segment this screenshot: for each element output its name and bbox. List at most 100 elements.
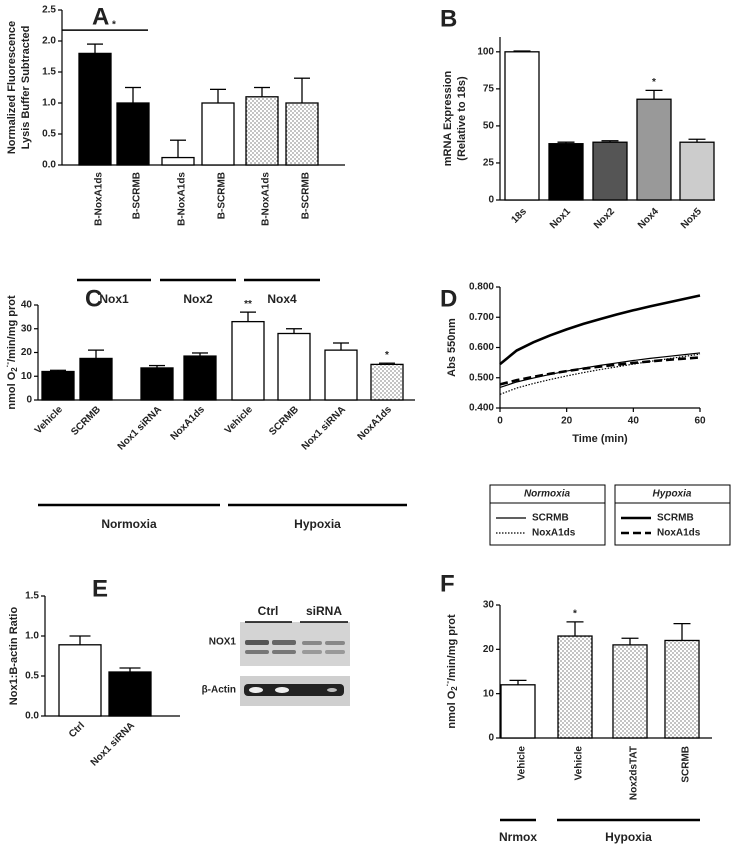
y-tick-label: 0.0 bbox=[25, 711, 39, 722]
y-tick-label: 0 bbox=[488, 733, 494, 744]
x-tick-label: Nox2dsTAT bbox=[629, 746, 640, 800]
y-axis-label-part: /min/mg prot bbox=[446, 614, 458, 681]
x-tick-label: 20 bbox=[561, 416, 573, 427]
bar bbox=[664, 639, 700, 739]
y-tick-label: 25 bbox=[483, 158, 495, 169]
bar bbox=[557, 635, 593, 739]
x-tick-label: 60 bbox=[694, 416, 706, 427]
group-label: Nox4 bbox=[267, 292, 297, 306]
bar bbox=[612, 644, 648, 739]
bar bbox=[500, 684, 536, 739]
annotation: * bbox=[573, 608, 577, 619]
group-label: Hypoxia bbox=[605, 830, 652, 844]
data-line bbox=[499, 356, 701, 386]
band-label: β-Actin bbox=[202, 685, 236, 696]
y-tick-label: 0 bbox=[26, 395, 32, 406]
panel-letter: C bbox=[85, 285, 102, 312]
bar bbox=[78, 52, 112, 166]
y-tick-label: 50 bbox=[483, 121, 495, 132]
data-line bbox=[499, 294, 701, 366]
bar bbox=[504, 51, 540, 201]
lane-label: Ctrl bbox=[258, 604, 279, 618]
y-axis-label-part: nmol O bbox=[6, 371, 18, 409]
y-axis-label-part: /min/mg prot bbox=[6, 295, 18, 362]
x-tick-label: NoxA1ds bbox=[356, 404, 395, 443]
x-tick-label: Vehicle bbox=[574, 746, 585, 781]
bar bbox=[161, 156, 195, 166]
group-label: Nox2 bbox=[183, 292, 213, 306]
x-tick-label: B-SCRMB bbox=[217, 172, 228, 219]
legend-box bbox=[489, 484, 606, 546]
y-tick-label: 0.800 bbox=[469, 282, 494, 293]
x-tick-label: 18s bbox=[509, 206, 529, 226]
panel-letter: D bbox=[440, 285, 457, 312]
annotation: * bbox=[652, 77, 656, 88]
y-tick-label: 0 bbox=[488, 195, 494, 206]
x-tick-label: SCRMB bbox=[69, 404, 103, 438]
bar bbox=[370, 363, 404, 401]
bar bbox=[636, 98, 672, 201]
bar bbox=[116, 102, 150, 166]
group-label: Normoxia bbox=[101, 517, 157, 531]
bar bbox=[245, 96, 279, 166]
y-axis-label-part: nmol O bbox=[446, 690, 458, 728]
x-tick-label: Ctrl bbox=[67, 720, 87, 740]
y-tick-label: 1.0 bbox=[25, 631, 39, 642]
x-tick-label: NoxA1ds bbox=[169, 404, 208, 443]
x-tick-label: Nox1 siRNA bbox=[89, 720, 137, 768]
bar bbox=[58, 644, 102, 717]
x-tick-label: SCRMB bbox=[267, 404, 301, 438]
legend-label: SCRMB bbox=[532, 513, 569, 524]
y-tick-label: 30 bbox=[483, 600, 495, 611]
x-tick-label: Nox2 bbox=[592, 206, 617, 231]
y-axis-label: mRNA Expression bbox=[442, 70, 454, 166]
x-tick-label: Nox1 siRNA bbox=[300, 404, 348, 452]
legend-label: SCRMB bbox=[657, 513, 694, 524]
bar bbox=[285, 102, 319, 166]
y-tick-label: 0.500 bbox=[469, 372, 494, 383]
group-label: Nox1 bbox=[99, 292, 129, 306]
data-line bbox=[499, 353, 701, 395]
bar bbox=[79, 357, 113, 401]
y-axis-label-part: ·- bbox=[443, 681, 452, 687]
y-tick-label: 0.5 bbox=[42, 129, 56, 140]
y-tick-label: 1.0 bbox=[42, 98, 56, 109]
bar bbox=[324, 349, 358, 401]
y-tick-label: 2.0 bbox=[42, 36, 56, 47]
y-tick-label: 2.5 bbox=[42, 5, 56, 16]
y-tick-label: 0.5 bbox=[25, 671, 39, 682]
bar bbox=[592, 141, 628, 201]
legend-label: NoxA1ds bbox=[657, 528, 701, 539]
panel-letter: B bbox=[440, 5, 457, 32]
y-axis-label: Normalized Fluorescence bbox=[6, 21, 18, 154]
x-tick-label: 40 bbox=[628, 416, 640, 427]
bar bbox=[277, 332, 311, 401]
annotation: * bbox=[385, 350, 389, 361]
y-axis-label-part: ·- bbox=[3, 362, 12, 368]
lane-label: siRNA bbox=[306, 604, 342, 618]
y-axis-label: Nox1:B-actin Ratio bbox=[8, 607, 20, 706]
y-axis-label: Lysis Buffer Subtracted bbox=[20, 26, 32, 150]
y-tick-label: 30 bbox=[21, 323, 33, 334]
y-axis-label: nmol O2·-/min/mg prot bbox=[443, 614, 459, 729]
group-label: Hypoxia bbox=[294, 517, 341, 531]
bar bbox=[108, 671, 152, 717]
x-tick-label: B-SCRMB bbox=[301, 172, 312, 219]
bar bbox=[183, 355, 217, 401]
y-tick-label: 1.5 bbox=[25, 591, 39, 602]
y-tick-label: 0.600 bbox=[469, 342, 494, 353]
legend-title: Normoxia bbox=[524, 489, 571, 500]
y-tick-label: 1.5 bbox=[42, 67, 56, 78]
x-tick-label: Nox1 siRNA bbox=[116, 404, 164, 452]
y-tick-label: 10 bbox=[21, 371, 33, 382]
y-tick-label: 0.700 bbox=[469, 312, 494, 323]
y-tick-label: 40 bbox=[21, 300, 33, 311]
x-tick-label: B-NoxA1ds bbox=[94, 172, 105, 226]
group-label: Nrmox bbox=[499, 830, 537, 844]
panel-letter: A bbox=[92, 3, 109, 30]
x-tick-label: Nox1 bbox=[548, 206, 573, 231]
bar bbox=[231, 320, 265, 401]
y-tick-label: 20 bbox=[483, 644, 495, 655]
y-axis-label: (Relative to 18s) bbox=[456, 76, 468, 161]
